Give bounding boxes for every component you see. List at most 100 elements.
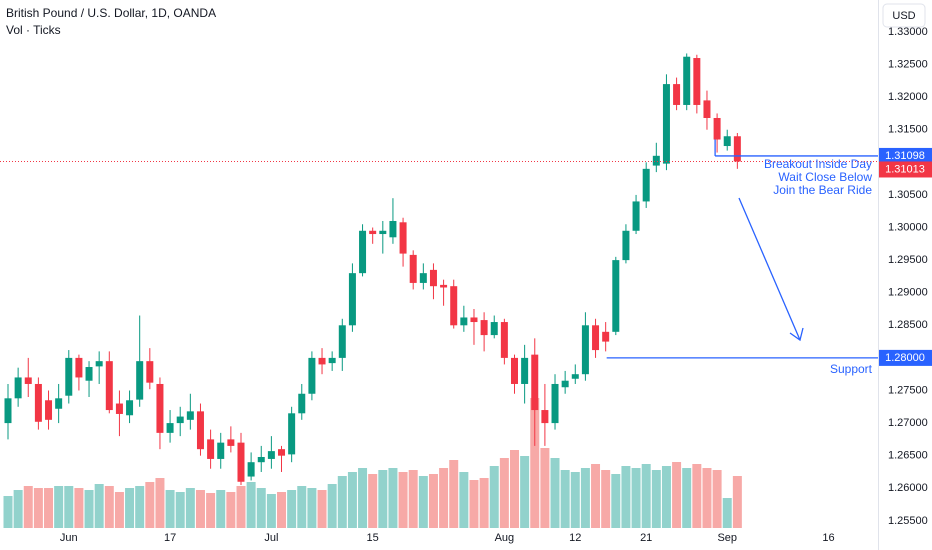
volume-bar [104, 486, 114, 528]
level-label: 1.31098 [885, 150, 925, 162]
candle-body [419, 273, 427, 283]
candle-body [237, 442, 245, 482]
candle-body [318, 357, 326, 365]
candle-body [278, 449, 286, 456]
volume-bar [499, 458, 509, 528]
arrow-head [789, 327, 804, 342]
volume-bar [44, 488, 54, 528]
volume-bar [206, 493, 216, 528]
candle-body [429, 269, 437, 287]
y-tick-label: 1.32000 [888, 91, 928, 103]
y-tick-label: 1.27000 [888, 417, 928, 429]
volume-bar [398, 472, 408, 528]
candle-body [713, 117, 721, 140]
volume-bar [611, 474, 621, 528]
volume-bar [570, 472, 580, 528]
annotation: Join the Bear Ride [773, 183, 872, 197]
candle-body [359, 230, 367, 274]
candle-body [369, 230, 377, 235]
candle-body [45, 400, 53, 420]
volume-bar [439, 468, 449, 528]
volume-bar [185, 488, 195, 528]
y-tick-label: 1.29500 [888, 254, 928, 266]
y-tick-label: 1.32500 [888, 58, 928, 70]
y-tick-label: 1.30000 [888, 221, 928, 233]
currency-button[interactable] [882, 3, 926, 28]
candle-body [450, 286, 458, 326]
candle-body [105, 361, 113, 411]
candle-body [186, 411, 194, 420]
volume-bar [347, 472, 357, 528]
candle-body [14, 377, 22, 399]
volume-bar [479, 478, 489, 528]
candle-body [662, 84, 670, 164]
volume-bar [266, 494, 276, 528]
y-tick-label: 1.31500 [888, 124, 928, 136]
candle-body [146, 361, 154, 383]
volume-bar [358, 468, 368, 528]
volume-bar [540, 448, 550, 528]
volume-bar [94, 484, 104, 528]
y-tick-label: 1.26000 [888, 482, 928, 494]
candle-body [65, 357, 73, 396]
volume-bar [277, 492, 287, 528]
volume-bar [621, 466, 631, 528]
candle-body [693, 58, 701, 105]
last-price-label: 1.31013 [885, 163, 925, 175]
volume-bar [135, 486, 145, 528]
volume-bar [560, 470, 570, 528]
volume-bar [155, 478, 165, 528]
candle-body [500, 322, 508, 358]
volume-bar [3, 496, 13, 528]
candle-body [34, 383, 42, 422]
candle-body [541, 410, 549, 424]
candle-body [632, 201, 640, 231]
candle-body [176, 416, 184, 424]
volume-bar [175, 492, 185, 528]
x-tick-label: 15 [367, 532, 379, 544]
candle-body [683, 56, 691, 105]
volume-bar [74, 488, 84, 528]
volume-bar [428, 474, 438, 528]
candle-body [733, 136, 741, 162]
volume-bar [64, 486, 74, 528]
candle-body [673, 84, 681, 105]
x-tick-label: 21 [640, 532, 652, 544]
candle-body [561, 380, 569, 388]
volume-bar [337, 476, 347, 528]
volume-bar [226, 492, 236, 528]
volume-bar [692, 464, 702, 528]
volume-bar [125, 488, 135, 528]
volume-bar [327, 484, 337, 528]
volume-bar [23, 486, 33, 528]
volume-bar [641, 464, 651, 528]
candle-body [460, 317, 468, 326]
candle-body [521, 357, 529, 384]
y-tick-label: 1.27500 [888, 384, 928, 396]
volume-bar [449, 460, 459, 528]
y-tick-label: 1.28500 [888, 319, 928, 331]
annotation: Wait Close Below [778, 170, 872, 184]
candle-body [267, 451, 275, 459]
volume-bar [388, 468, 398, 528]
x-tick-label: Jul [264, 532, 278, 544]
volume-bar [256, 488, 266, 528]
candle-body [440, 284, 448, 288]
candle-body [531, 354, 539, 411]
candle-body [4, 398, 12, 424]
volume-bar [408, 470, 418, 528]
volume-bar [580, 468, 590, 528]
volume-bar [661, 466, 671, 528]
volume-bar [368, 474, 378, 528]
candle-body [136, 361, 144, 400]
candle-body [612, 260, 620, 332]
chart-title: British Pound / U.S. Dollar, 1D, OANDA [6, 6, 216, 20]
volume-bar [145, 482, 155, 528]
candle-body [490, 322, 498, 336]
level-label-box [879, 349, 932, 366]
candle-body [217, 442, 225, 459]
candle-body [470, 317, 478, 323]
volume-bar [84, 490, 94, 528]
level-label: 1.28000 [885, 352, 925, 364]
candle-body [338, 325, 346, 358]
